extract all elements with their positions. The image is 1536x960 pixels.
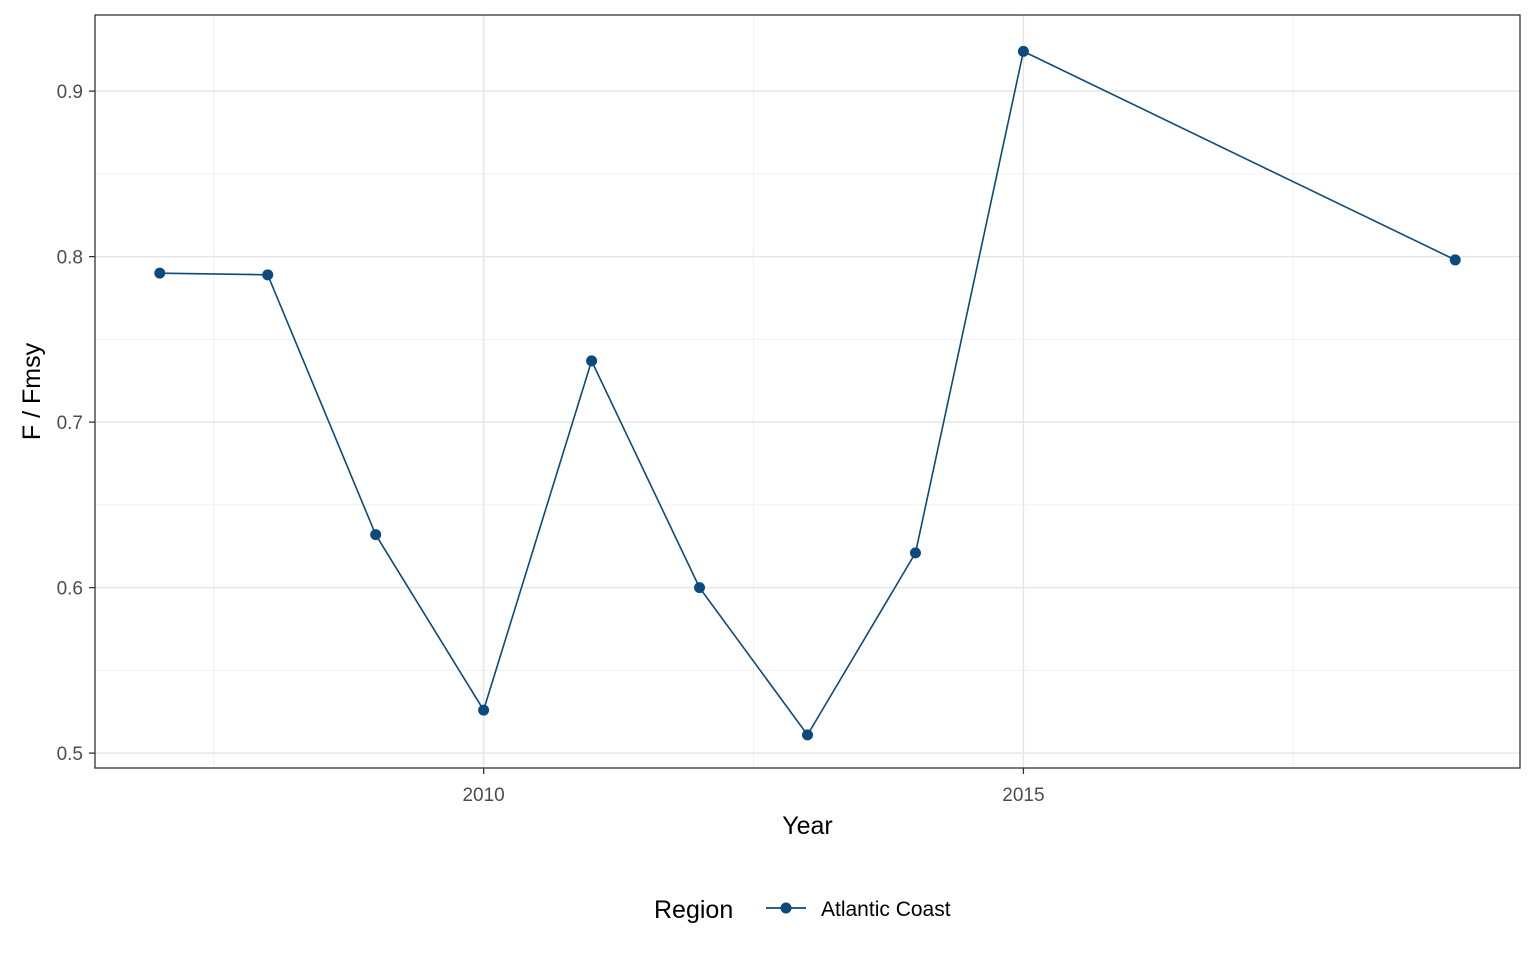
y-axis-ticks: 0.5 0.6 0.7 0.8 0.9 xyxy=(57,82,95,765)
legend-key-point xyxy=(780,902,792,914)
major-gridlines xyxy=(95,15,1520,768)
panel-border xyxy=(94,14,1521,769)
legend-items: Atlantic Coast xyxy=(766,898,951,921)
series-layer xyxy=(154,45,1461,741)
legend: Region Atlantic Coast xyxy=(654,896,951,924)
minor-gridlines xyxy=(95,15,1520,768)
data-point xyxy=(694,582,706,594)
data-point xyxy=(802,729,813,741)
data-point xyxy=(586,355,598,367)
series-line xyxy=(159,50,1456,736)
data-point xyxy=(1449,254,1461,266)
data-point xyxy=(154,267,166,279)
y-tick-label: 0.5 xyxy=(57,744,83,765)
data-point xyxy=(262,269,274,281)
x-axis-ticks: 2010 2015 xyxy=(462,768,1045,806)
data-point xyxy=(370,529,382,541)
y-tick-label: 0.7 xyxy=(57,413,83,434)
legend-title: Region xyxy=(654,896,733,924)
y-tick-label: 0.9 xyxy=(57,82,83,103)
data-point xyxy=(1017,45,1029,57)
data-point xyxy=(909,547,921,559)
y-tick-label: 0.8 xyxy=(57,248,83,269)
y-axis-title: F / Fmsy xyxy=(18,342,46,440)
legend-label: Atlantic Coast xyxy=(821,898,951,921)
x-tick-label: 2010 xyxy=(462,785,504,806)
data-point xyxy=(478,704,490,716)
y-tick-label: 0.6 xyxy=(57,579,83,600)
x-tick-label: 2015 xyxy=(1002,785,1044,806)
x-axis-title: Year xyxy=(782,812,833,840)
